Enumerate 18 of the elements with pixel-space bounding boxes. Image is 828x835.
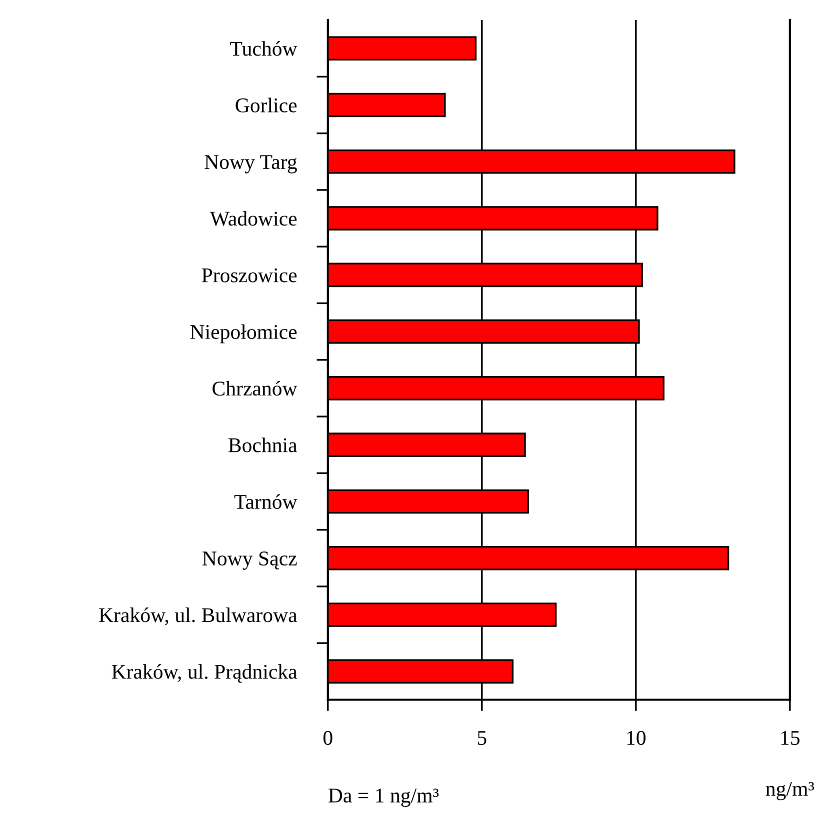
x-tick-label: 10 bbox=[627, 730, 646, 745]
y-tick-label: Tuchów bbox=[230, 41, 298, 56]
y-tick-label: Niepołomice bbox=[190, 324, 297, 344]
x-tick-label: 15 bbox=[781, 730, 800, 745]
y-tick-label: Bochnia bbox=[228, 438, 298, 452]
y-tick-label: Chrzanów bbox=[212, 380, 298, 396]
y-tick-label: Nowy Targ bbox=[204, 155, 297, 174]
y-tick-label: Nowy Sącz bbox=[202, 552, 297, 570]
y-tick-label: Kraków, ul. Prądnicka bbox=[112, 664, 298, 683]
y-tick-label: Kraków, ul. Bulwarowa bbox=[99, 608, 298, 626]
y-tick-label: Proszowice bbox=[202, 268, 297, 282]
y-tick-label: Tarnów bbox=[234, 494, 298, 509]
x-tick-label: 5 bbox=[478, 731, 486, 745]
x-tick-label: 0 bbox=[323, 730, 332, 745]
x-axis-title: ng/m³ bbox=[766, 782, 814, 800]
text: Da = 1 ng/m³ bbox=[328, 788, 439, 807]
y-tick-label: Wadowice bbox=[210, 211, 297, 226]
y-tick-label: Gorlice bbox=[236, 98, 297, 112]
